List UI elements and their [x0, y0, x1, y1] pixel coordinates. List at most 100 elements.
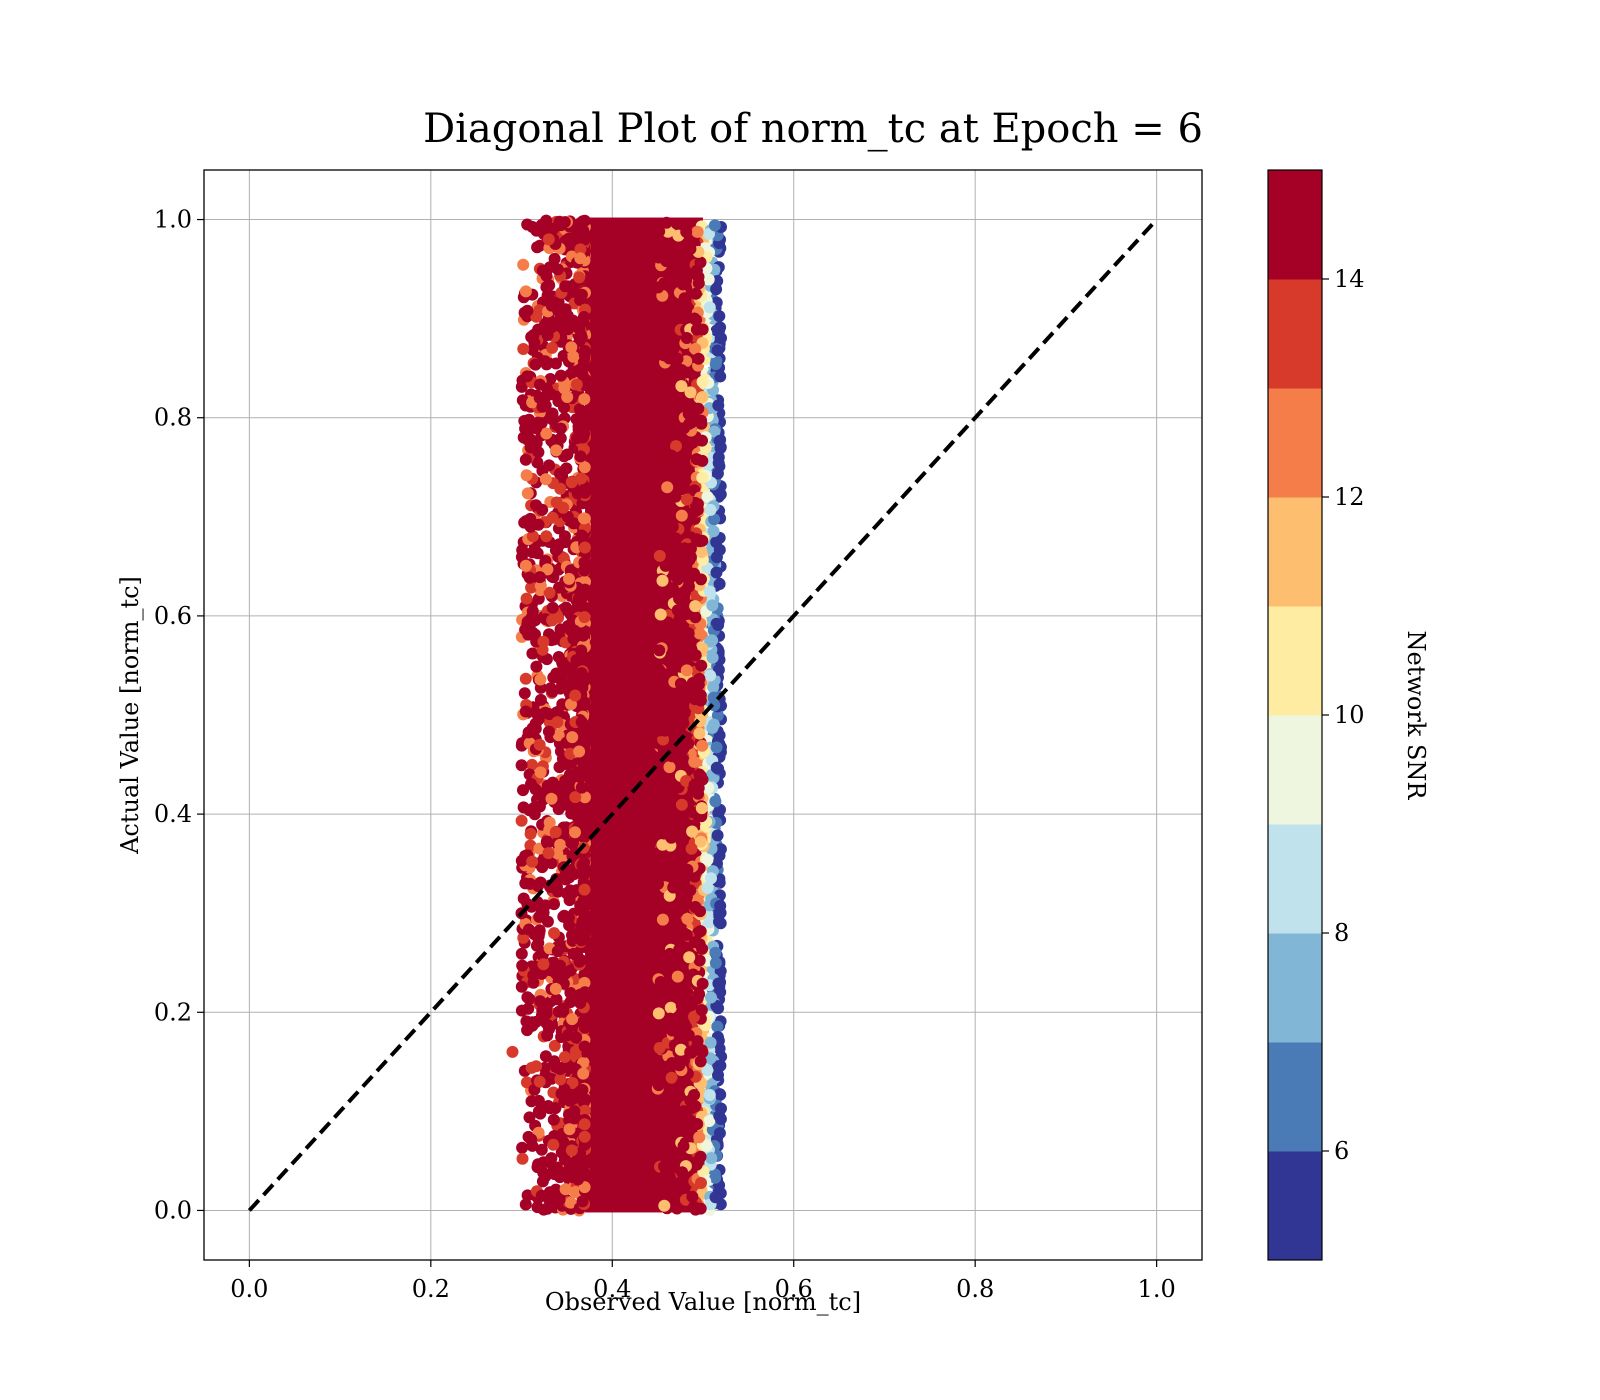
scatter-point [678, 542, 691, 555]
scatter-point [547, 1113, 560, 1126]
scatter-point [526, 530, 539, 543]
scatter-point [680, 225, 693, 238]
scatter-point [695, 802, 708, 815]
scatter-point [709, 795, 722, 808]
scatter-point [691, 225, 704, 238]
scatter-point [519, 422, 532, 435]
scatter-point [579, 791, 591, 804]
scatter-point [663, 526, 676, 539]
scatter-point [655, 1107, 668, 1120]
scatter-point [564, 1169, 576, 1182]
scatter-point [549, 982, 562, 995]
scatter-point [662, 385, 674, 398]
scatter-point [541, 1202, 554, 1215]
scatter-point [554, 1073, 567, 1086]
scatter-point [541, 289, 554, 302]
scatter-point [713, 1127, 726, 1140]
scatter-point [534, 995, 547, 1008]
scatter-point [673, 551, 686, 564]
scatter-point [673, 1059, 686, 1072]
scatter-point [546, 685, 559, 698]
scatter-point [536, 503, 549, 516]
x-tick-label: 0.8 [956, 1275, 994, 1303]
scatter-point [695, 546, 708, 558]
scatter-point [671, 352, 684, 365]
scatter-point [701, 1064, 714, 1077]
scatter-point [537, 1101, 549, 1113]
scatter-point [576, 409, 588, 422]
scatter-point [579, 1020, 592, 1033]
scatter-point [681, 574, 694, 587]
scatter-point [670, 440, 682, 453]
scatter-point [576, 368, 589, 380]
scatter-point [705, 1152, 718, 1165]
scatter-point [520, 469, 533, 482]
scatter-point [564, 986, 577, 999]
scatter-point [524, 877, 537, 890]
scatter-point [568, 1105, 581, 1118]
scatter-point [676, 645, 689, 658]
scatter-point [521, 487, 534, 500]
scatter-point [533, 378, 546, 391]
scatter-point [653, 549, 666, 562]
scatter-point [694, 925, 707, 938]
scatter-point [576, 915, 589, 928]
scatter-point [671, 982, 684, 995]
scatter-point [662, 225, 674, 238]
scatter-point [574, 243, 587, 256]
scatter-point [714, 899, 727, 912]
scatter-point [711, 344, 724, 357]
scatter-point [564, 1196, 577, 1209]
scatter-point [531, 1161, 544, 1174]
scatter-point [525, 778, 537, 790]
colorbar-tick-label: 8 [1334, 919, 1349, 947]
scatter-point [706, 651, 719, 664]
scatter-point [561, 309, 574, 322]
scatter-point [539, 355, 552, 368]
scatter-point [704, 669, 717, 682]
scatter-point [517, 258, 530, 271]
scatter-point [712, 1002, 725, 1015]
scatter-point [704, 503, 717, 516]
scatter-point [694, 1055, 707, 1068]
scatter-point [714, 843, 727, 856]
scatter-point [570, 654, 583, 667]
scatter-point [710, 566, 723, 579]
scatter-point [709, 1191, 722, 1204]
scatter-point [517, 343, 530, 355]
scatter-point [684, 686, 697, 699]
plot-frame [203, 169, 1203, 1261]
scatter-point [661, 481, 674, 494]
scatter-point [516, 1141, 529, 1154]
scatter-point [712, 451, 725, 464]
identity-reference-line [247, 218, 1159, 1212]
scatter-point [662, 616, 674, 629]
x-axis-ticks: 0.0 0.2 0.4 0.6 0.8 1.0 [230, 1260, 1176, 1303]
scatter-point [570, 378, 583, 391]
scatter-point [701, 881, 714, 894]
scatter-point [532, 936, 545, 949]
scatter-point [705, 991, 717, 1004]
scatter-point [576, 899, 589, 912]
scatter-point [654, 976, 667, 988]
scatter-point [714, 370, 727, 383]
scatter-point [515, 980, 528, 993]
scatter-point [670, 458, 683, 470]
scatter-point [680, 608, 693, 620]
scatter-point [543, 708, 556, 721]
scatter-point [576, 859, 589, 872]
scatter-point [567, 632, 580, 645]
scatter-point [675, 941, 688, 954]
scatter-point [662, 688, 675, 700]
scatter-point [695, 414, 708, 427]
scatter-point [694, 835, 707, 848]
scatter-point [516, 959, 529, 972]
scatter-point [711, 1020, 724, 1033]
scatter-point [676, 1166, 689, 1179]
scatter-point [663, 511, 676, 524]
scatter-point [569, 791, 582, 804]
scatter-point [702, 273, 715, 286]
scatter-point [548, 1039, 561, 1052]
scatter-point [578, 696, 591, 709]
scatter-point [576, 1195, 589, 1208]
